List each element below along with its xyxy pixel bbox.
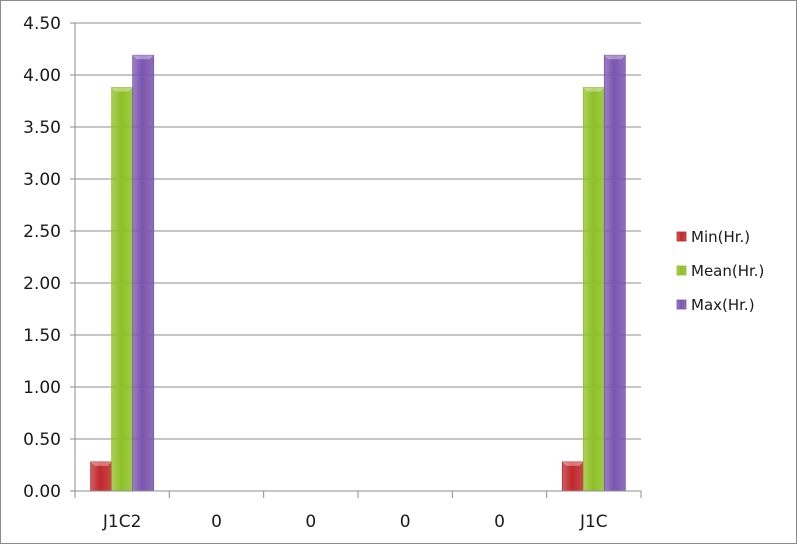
x-tick-label: 0 bbox=[400, 512, 411, 532]
bar-bevel bbox=[111, 87, 133, 92]
bar-bevel bbox=[604, 55, 626, 60]
bar-bevel bbox=[583, 87, 605, 92]
y-tick-label: 2.00 bbox=[23, 274, 61, 294]
bar-mean-hr bbox=[582, 87, 605, 492]
bars bbox=[90, 54, 626, 492]
bar-min-hr bbox=[90, 461, 113, 492]
y-tick-label: 2.50 bbox=[23, 222, 61, 242]
bar-bevel bbox=[562, 461, 584, 466]
x-tick-label: 0 bbox=[211, 512, 222, 532]
bar-mean-hr bbox=[111, 87, 134, 492]
y-tick-label: 4.00 bbox=[23, 66, 61, 86]
x-tick-labels: J1C2 0 0 0 0 J1C bbox=[102, 512, 608, 532]
x-tick-label: 0 bbox=[305, 512, 316, 532]
y-tick-label: 1.50 bbox=[23, 326, 61, 346]
y-tick-label: 4.50 bbox=[23, 14, 61, 34]
legend: Min(Hr.) Mean(Hr.) Max(Hr.) bbox=[676, 228, 764, 314]
y-tick-label: 3.50 bbox=[23, 118, 61, 138]
x-tick-label: 0 bbox=[494, 512, 505, 532]
legend-label: Mean(Hr.) bbox=[691, 262, 764, 280]
legend-swatch bbox=[676, 299, 687, 310]
y-tick-label: 0.50 bbox=[23, 430, 61, 450]
axes bbox=[70, 22, 642, 498]
legend-label: Min(Hr.) bbox=[691, 228, 750, 246]
bar-max-hr bbox=[132, 54, 155, 492]
x-tick-label: J1C2 bbox=[102, 512, 142, 532]
y-tick-label: 3.00 bbox=[23, 170, 61, 190]
bar-bevel bbox=[90, 461, 112, 466]
y-tick-labels: 0.00 0.50 1.00 1.50 2.00 2.50 3.00 3.50 4.00 4.50 bbox=[23, 14, 61, 502]
y-tick-label: 0.00 bbox=[23, 482, 61, 502]
legend-swatch bbox=[676, 231, 687, 242]
x-tick-label: J1C bbox=[579, 512, 608, 532]
bar-bevel bbox=[132, 55, 154, 60]
y-tick-label: 1.00 bbox=[23, 378, 61, 398]
legend-swatch bbox=[676, 265, 687, 276]
bar-min-hr bbox=[561, 461, 584, 492]
bar-max-hr bbox=[603, 54, 626, 492]
gridlines bbox=[75, 22, 641, 440]
legend-label: Max(Hr.) bbox=[691, 296, 755, 314]
